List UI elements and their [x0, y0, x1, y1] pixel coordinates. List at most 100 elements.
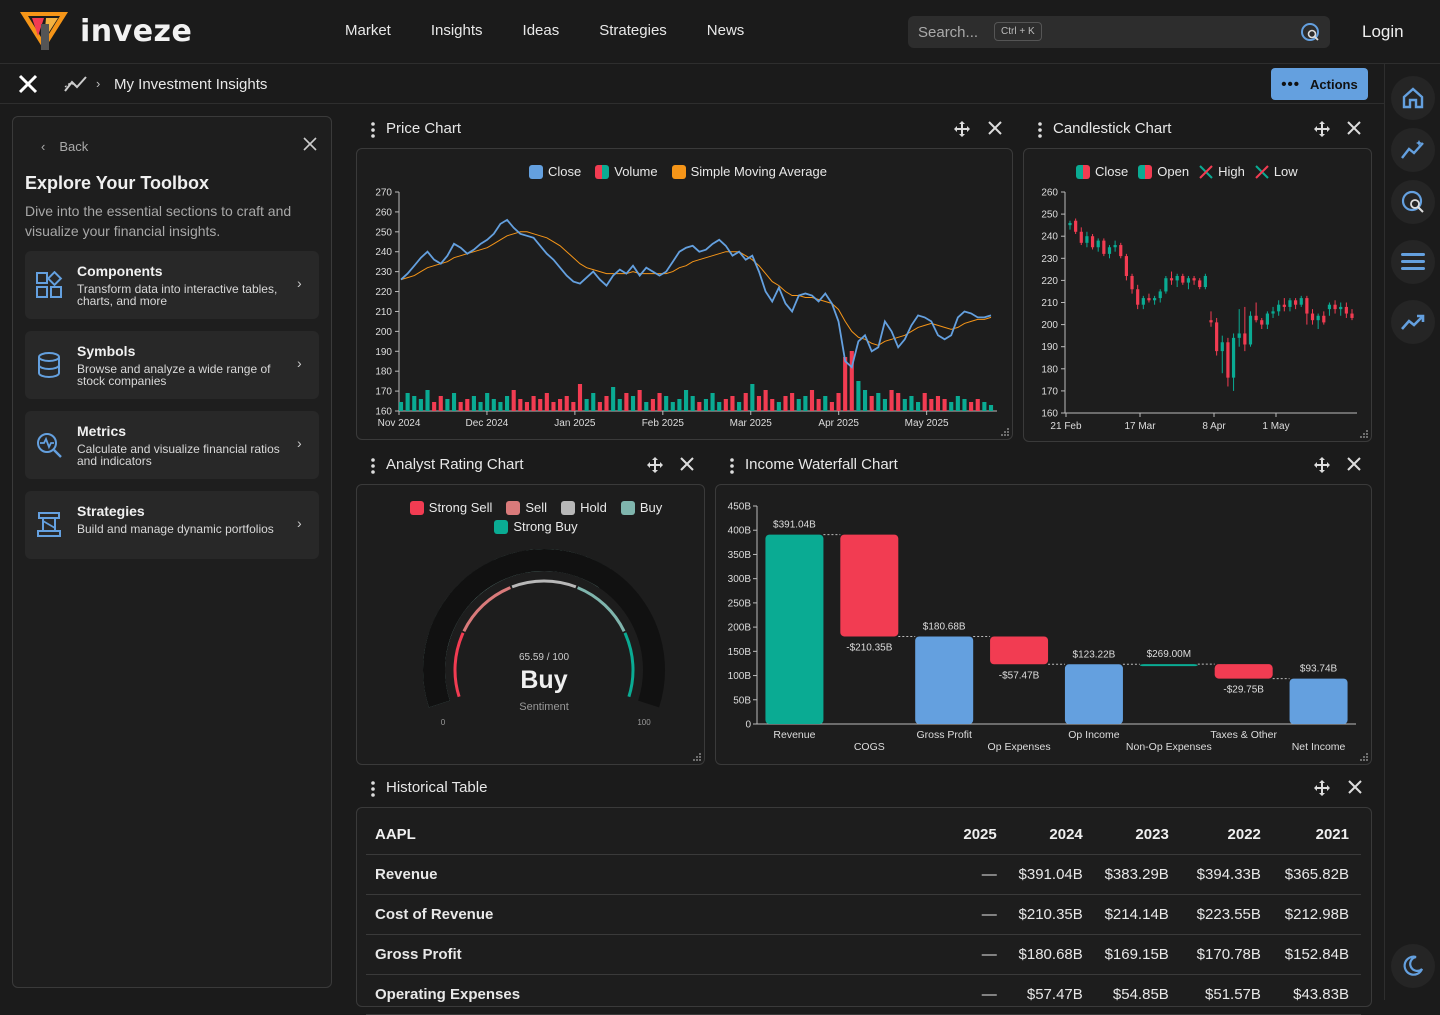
- y-tick-label: 200: [1041, 320, 1058, 331]
- nav-item-market[interactable]: Market: [345, 22, 391, 39]
- toolbox-item-metrics[interactable]: Metrics Calculate and visualize financia…: [25, 411, 319, 479]
- close-icon[interactable]: [1347, 121, 1361, 135]
- legend-item-open[interactable]: Open: [1138, 164, 1189, 179]
- legend-item-close[interactable]: Close: [529, 164, 581, 179]
- rail-search-button[interactable]: [1391, 180, 1435, 224]
- legend-item-strong-buy[interactable]: Strong Buy: [494, 519, 578, 534]
- column-header[interactable]: 2023: [1094, 816, 1181, 855]
- table-row[interactable]: Gross Profit — $180.68B $169.15B $170.78…: [366, 934, 1361, 975]
- candle-body: [1147, 298, 1151, 301]
- legend-item-sell[interactable]: Sell: [506, 500, 547, 515]
- chevron-right-icon: ›: [297, 355, 302, 371]
- table-cell: $57.47B: [1008, 974, 1095, 1015]
- gauge-score: 65.59 / 100: [519, 652, 569, 663]
- toolbox-item-symbols[interactable]: Symbols Browse and analyze a wide range …: [25, 331, 319, 399]
- toolbox-item-strategies[interactable]: Strategies Build and manage dynamic port…: [25, 491, 319, 559]
- move-icon[interactable]: [646, 456, 664, 474]
- column-header[interactable]: 2021: [1272, 816, 1361, 855]
- legend-item-close[interactable]: Close: [1076, 164, 1128, 179]
- legend-label: Sell: [525, 500, 548, 515]
- nav-item-insights[interactable]: Insights: [430, 22, 483, 39]
- brand-logo[interactable]: inveze: [20, 10, 192, 52]
- search-icon[interactable]: [1300, 22, 1322, 44]
- candle-body: [1237, 333, 1241, 338]
- waterfall-bar: [1139, 664, 1198, 667]
- column-header[interactable]: 2025: [932, 816, 1009, 855]
- column-header[interactable]: 2024: [1008, 816, 1095, 855]
- volume-bar: [398, 402, 404, 411]
- column-header[interactable]: 2022: [1180, 816, 1273, 855]
- volume-bar: [737, 402, 742, 411]
- legend-item-buy[interactable]: Buy: [620, 500, 662, 515]
- x-tick-label: Jan 2025: [554, 418, 596, 429]
- data-label: $391.04B: [773, 520, 816, 531]
- close-icon[interactable]: [303, 137, 317, 151]
- table-cell: $180.68B: [1008, 934, 1095, 975]
- legend-item-sma[interactable]: Simple Moving Average: [671, 164, 827, 179]
- legend-item-low[interactable]: Low: [1255, 164, 1298, 179]
- toolbox-item-components[interactable]: Components Transform data into interacti…: [25, 251, 319, 319]
- nav-item-strategies[interactable]: Strategies: [599, 22, 667, 39]
- actions-button[interactable]: ••• Actions: [1271, 68, 1368, 100]
- drag-dots-icon[interactable]: [1035, 122, 1045, 138]
- volume-bar: [683, 390, 689, 411]
- move-icon[interactable]: [1313, 779, 1331, 797]
- search-input[interactable]: [918, 22, 998, 42]
- candle-chart-header: Candlestick Chart: [1035, 116, 1371, 144]
- move-icon[interactable]: [1313, 456, 1331, 474]
- volume-bar: [949, 402, 954, 411]
- drag-dots-icon[interactable]: [368, 122, 378, 138]
- volume-bar: [988, 405, 994, 411]
- move-icon[interactable]: [953, 120, 971, 138]
- candle-body: [1248, 315, 1253, 345]
- table-row[interactable]: Cost of Revenue — $210.35B $214.14B $223…: [366, 894, 1361, 935]
- drag-dots-icon[interactable]: [368, 458, 378, 474]
- close-icon[interactable]: [680, 457, 694, 471]
- drag-dots-icon[interactable]: [368, 781, 378, 797]
- y-tick-label: 190: [375, 347, 392, 358]
- column-header[interactable]: AAPL: [366, 816, 933, 855]
- close-icon[interactable]: [1347, 457, 1361, 471]
- resize-grip-icon[interactable]: [693, 753, 701, 761]
- login-link[interactable]: Login: [1362, 22, 1404, 41]
- x-category-label: Gross Profit: [916, 729, 972, 741]
- close-icon[interactable]: [1348, 780, 1362, 794]
- close-icon[interactable]: [988, 121, 1002, 135]
- volume-bar: [809, 390, 815, 411]
- resize-grip-icon[interactable]: [1001, 428, 1009, 436]
- legend-item-hold[interactable]: Hold: [561, 500, 607, 515]
- candle-body: [1153, 298, 1157, 301]
- volume-bar: [471, 396, 476, 411]
- rail-menu-button[interactable]: [1391, 240, 1435, 284]
- rail-home-button[interactable]: [1391, 76, 1435, 120]
- rail-theme-toggle[interactable]: [1391, 944, 1435, 988]
- main-nav: Market Insights Ideas Strategies News: [345, 22, 784, 39]
- rail-insights-button[interactable]: [1391, 128, 1435, 172]
- drag-dots-icon[interactable]: [727, 458, 737, 474]
- table-row[interactable]: Operating Expenses — $57.47B $54.85B $51…: [366, 974, 1361, 1015]
- nav-item-ideas[interactable]: Ideas: [522, 22, 560, 39]
- nav-item-news[interactable]: News: [706, 22, 745, 39]
- gauge-track-arc: [423, 548, 665, 708]
- resize-grip-icon[interactable]: [1360, 753, 1368, 761]
- legend-item-high[interactable]: High: [1199, 164, 1245, 179]
- table-cell: $169.15B: [1094, 934, 1181, 975]
- legend-item-strong-sell[interactable]: Strong Sell: [409, 500, 492, 515]
- table-cell: —: [932, 934, 1009, 975]
- y-tick-label: 180: [1041, 364, 1058, 375]
- legend-item-volume[interactable]: Volume: [595, 164, 658, 179]
- move-icon[interactable]: [1313, 120, 1331, 138]
- close-icon[interactable]: [18, 74, 38, 94]
- candle-body: [1130, 275, 1134, 290]
- y-tick-label: 220: [1041, 276, 1058, 287]
- table-row[interactable]: Revenue — $391.04B $383.29B $394.33B $36…: [366, 854, 1361, 895]
- y-tick-label: 250: [375, 227, 392, 238]
- toolbox-item-desc: Build and manage dynamic portfolios: [77, 522, 274, 536]
- back-button[interactable]: ‹ Back: [41, 139, 88, 154]
- legend-label: Volume: [614, 164, 658, 179]
- rail-trending-button[interactable]: [1391, 300, 1435, 344]
- volume-bar: [591, 393, 596, 411]
- x-tick-label: Mar 2025: [730, 418, 773, 429]
- volume-bar: [465, 399, 470, 411]
- resize-grip-icon[interactable]: [1360, 430, 1368, 438]
